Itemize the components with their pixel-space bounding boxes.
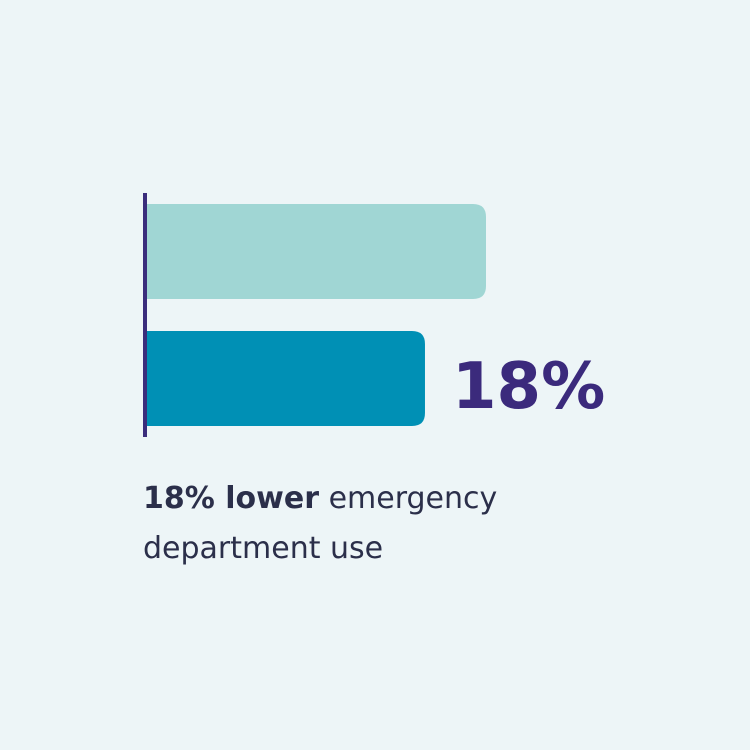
caption-bold: 18% lower bbox=[143, 481, 320, 516]
bar bbox=[147, 331, 425, 426]
bar bbox=[147, 204, 486, 299]
caption-text: emergency department use bbox=[143, 481, 498, 566]
caption: 18% lower emergency department use bbox=[143, 474, 563, 574]
chart: 18% bbox=[143, 193, 605, 437]
annotation: 18% bbox=[452, 350, 605, 424]
